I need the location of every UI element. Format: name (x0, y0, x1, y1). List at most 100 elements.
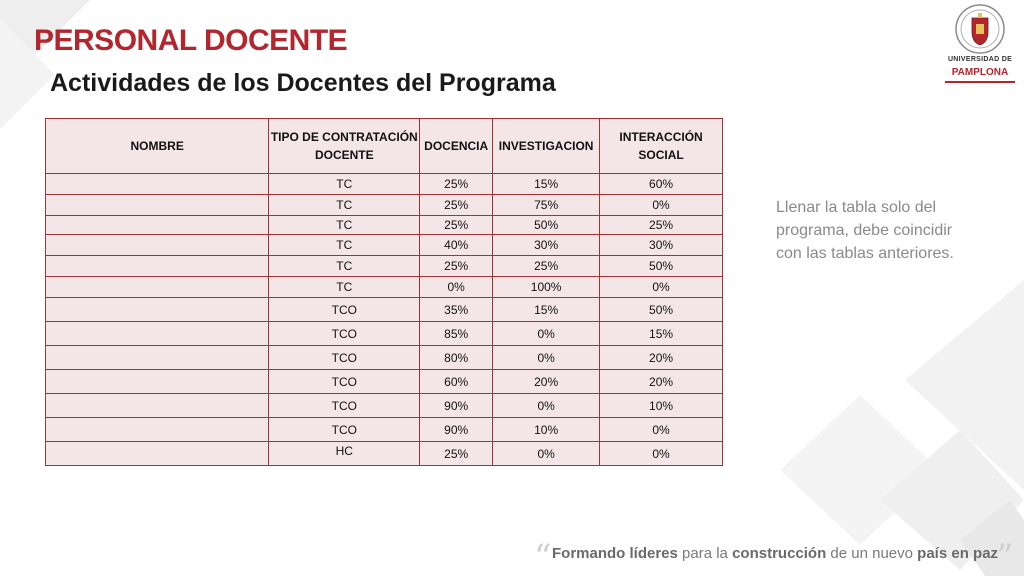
table-cell (44, 215, 270, 235)
table-row: TCO 80% 0% 20% (44, 345, 723, 370)
footer-slogan: “ Formando líderes para la construcción … (534, 537, 1016, 577)
table-cell: 40% (419, 234, 494, 256)
slogan-word-1: Formando líderes (552, 545, 678, 562)
table-cell (44, 393, 270, 418)
table-cell: 25% (419, 173, 494, 195)
table-cell: 35% (419, 297, 494, 322)
table-cell: 15% (492, 297, 601, 322)
table-cell: 25% (419, 215, 494, 235)
page-subtitle: Actividades de los Docentes del Programa (50, 69, 556, 97)
table-cell: 25% (492, 255, 601, 277)
footer-slogan-text: Formando líderes para la construcción de… (552, 545, 998, 562)
table-cell: 60% (599, 173, 723, 195)
table-cell (44, 173, 270, 195)
table-cell (44, 276, 270, 298)
table-cell: 80% (419, 345, 494, 370)
table-row: TCO 90% 0% 10% (44, 393, 723, 418)
table-cell: 20% (492, 369, 601, 394)
table-cell: TCO (268, 321, 421, 346)
table-cell: TCO (268, 417, 421, 442)
university-crest-icon (955, 4, 1005, 54)
table-cell: 25% (419, 255, 494, 277)
header-tipo-contratacion: TIPO DE CONTRATACIÓN DOCENTE (268, 118, 421, 174)
table-cell (44, 194, 270, 216)
logo-university-label: UNIVERSIDAD DE (947, 56, 1013, 63)
table-cell: 15% (492, 173, 601, 195)
table-cell: TC (268, 173, 421, 195)
table-row: TC 25% 50% 25% (44, 215, 723, 235)
table-body: TC 25% 15% 60% TC 25% 75% 0% TC 25% 50% 25% TC 40% 30%… (44, 173, 723, 466)
table-cell (44, 255, 270, 277)
table-cell: TCO (268, 345, 421, 370)
table-cell: 30% (492, 234, 601, 256)
table-cell (44, 417, 270, 442)
table-cell: 20% (599, 345, 723, 370)
header-interaccion-social: INTERACCIÓN SOCIAL (599, 118, 723, 174)
table-cell: 90% (419, 417, 494, 442)
table-cell: 10% (492, 417, 601, 442)
table-cell: 0% (599, 417, 723, 442)
table-cell: 50% (492, 215, 601, 235)
table-cell (44, 369, 270, 394)
table-row: TCO 60% 20% 20% (44, 369, 723, 394)
table-row: TC 25% 15% 60% (44, 173, 723, 195)
table-cell: 50% (599, 255, 723, 277)
table-cell: 100% (492, 276, 601, 298)
header-docencia: DOCENCIA (419, 118, 494, 174)
table-cell (44, 234, 270, 256)
header-nombre: NOMBRE (44, 118, 270, 174)
table-cell: 0% (492, 393, 601, 418)
table-row: HC 25% 0% 0% (44, 441, 723, 466)
table-cell: 0% (419, 276, 494, 298)
table-cell: 85% (419, 321, 494, 346)
table-row: TC 25% 75% 0% (44, 194, 723, 216)
page-title: PERSONAL DOCENTE (34, 24, 348, 57)
table-cell: 25% (419, 194, 494, 216)
table-cell: TCO (268, 297, 421, 322)
table-cell: 0% (599, 194, 723, 216)
table-cell: TC (268, 276, 421, 298)
table-cell: 20% (599, 369, 723, 394)
activities-table: NOMBRE TIPO DE CONTRATACIÓN DOCENTE DOCE… (44, 118, 723, 466)
table-row: TC 25% 25% 50% (44, 255, 723, 277)
table-cell: 30% (599, 234, 723, 256)
slogan-word-4: de un nuevo (826, 545, 918, 562)
table-cell: HC (268, 441, 421, 466)
table-cell: 25% (599, 215, 723, 235)
table-row: TCO 90% 10% 0% (44, 417, 723, 442)
table-cell (44, 441, 270, 466)
table-cell: TC (268, 234, 421, 256)
table-cell: 25% (419, 441, 494, 466)
table-cell: TCO (268, 369, 421, 394)
table-row: TCO 85% 0% 15% (44, 321, 723, 346)
table-cell: 50% (599, 297, 723, 322)
table-cell: 0% (599, 276, 723, 298)
table-cell: TC (268, 194, 421, 216)
table-cell: 10% (599, 393, 723, 418)
table-row: TCO 35% 15% 50% (44, 297, 723, 322)
close-quote-icon: ” (996, 537, 1014, 577)
table-cell: 60% (419, 369, 494, 394)
logo-underline (945, 81, 1015, 83)
table-cell: 0% (492, 321, 601, 346)
slogan-word-2: para la (677, 545, 733, 562)
table-cell (44, 297, 270, 322)
table-cell: 90% (419, 393, 494, 418)
table-cell (44, 345, 270, 370)
open-quote-icon: “ (534, 537, 552, 577)
table-cell: 0% (492, 441, 601, 466)
table-row: TC 0% 100% 0% (44, 276, 723, 298)
table-cell (44, 321, 270, 346)
slogan-word-3: construcción (732, 545, 827, 562)
slogan-word-5: país en paz (917, 545, 999, 562)
logo-pamplona-label: PAMPLONA (951, 67, 1009, 78)
table-cell: 15% (599, 321, 723, 346)
table-cell: 0% (599, 441, 723, 466)
table-cell: TC (268, 215, 421, 235)
table-cell: TCO (268, 393, 421, 418)
table-row: TC 40% 30% 30% (44, 234, 723, 256)
table-cell: 0% (492, 345, 601, 370)
table-cell: TC (268, 255, 421, 277)
instruction-note: Llenar la tabla solo del programa, debe … (776, 199, 954, 262)
table-header-row: NOMBRE TIPO DE CONTRATACIÓN DOCENTE DOCE… (44, 118, 723, 174)
